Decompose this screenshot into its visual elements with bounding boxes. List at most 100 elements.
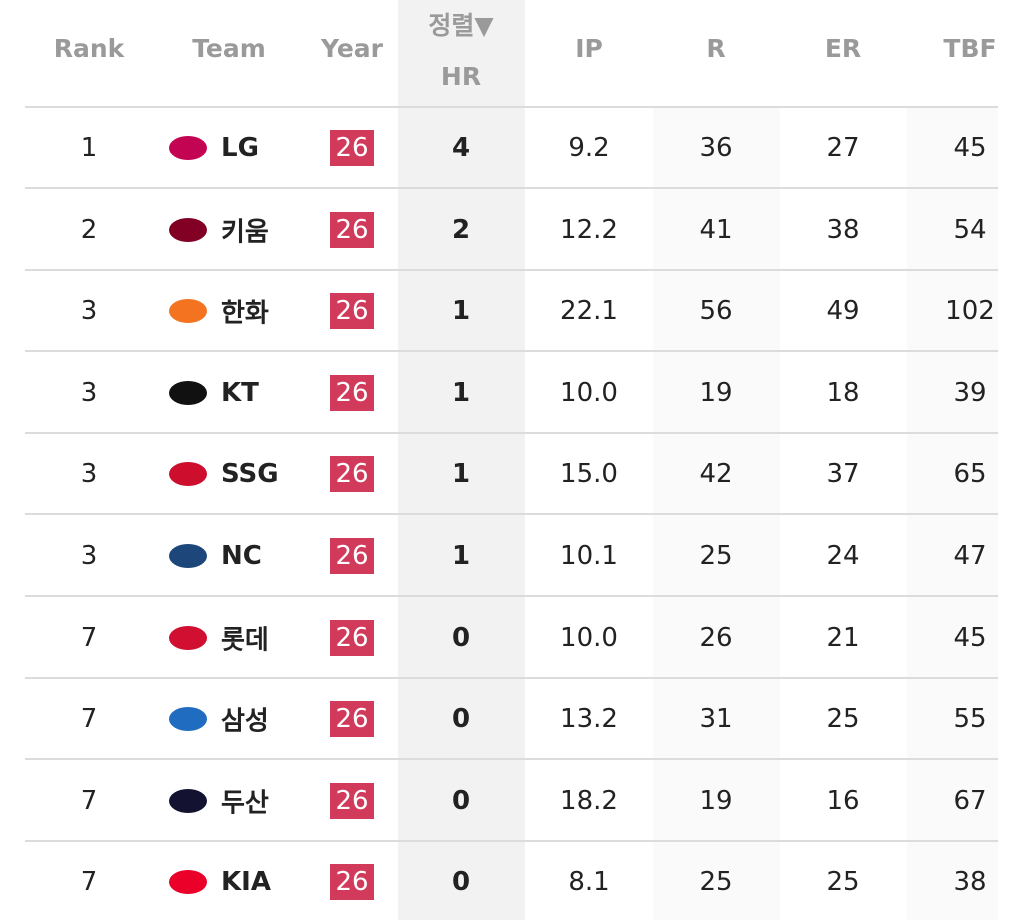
row-divider	[25, 758, 998, 761]
team-logo	[166, 785, 210, 816]
tbf: 45	[953, 622, 987, 653]
team-name: KT	[221, 377, 259, 408]
sorted-column-bg	[398, 0, 525, 920]
r: 56	[699, 296, 733, 327]
hr: 1	[451, 459, 471, 490]
hr: 0	[451, 622, 471, 653]
team-name: 두산	[221, 788, 269, 819]
hr: 1	[451, 377, 471, 408]
team-name: KIA	[221, 867, 271, 898]
team-name: 키움	[221, 217, 269, 248]
tbf: 102	[945, 296, 995, 327]
er: 16	[826, 785, 860, 816]
rank: 7	[80, 785, 98, 816]
rank: 3	[80, 377, 98, 408]
rank: 2	[80, 214, 98, 245]
column-header[interactable]: HR	[440, 62, 482, 91]
column-header: R	[706, 34, 726, 63]
rank: 3	[80, 459, 98, 490]
column-header: Rank	[53, 34, 125, 63]
er: 38	[826, 214, 860, 245]
sort-button[interactable]: 정렬▼	[428, 11, 494, 40]
er: 21	[826, 622, 860, 653]
er: 37	[826, 459, 860, 490]
year-badge: 26	[330, 374, 374, 411]
er: 25	[826, 867, 860, 898]
er: 18	[826, 377, 860, 408]
ip: 22.1	[560, 296, 618, 327]
ip: 9.2	[568, 133, 610, 163]
hr: 4	[451, 133, 471, 163]
team-logo	[166, 622, 210, 653]
row-divider	[25, 676, 998, 679]
row-divider	[25, 431, 998, 434]
ip: 8.1	[568, 867, 610, 898]
tbf: 38	[953, 867, 987, 898]
rank: 7	[80, 704, 98, 735]
hr: 2	[451, 214, 471, 245]
team-name: 삼성	[221, 706, 269, 737]
header-divider	[25, 106, 998, 108]
ip: 10.0	[560, 622, 618, 653]
team-logo	[166, 459, 210, 490]
row-divider	[25, 350, 998, 353]
hr: 1	[451, 541, 471, 571]
tbf: 54	[953, 214, 987, 245]
ip: 12.2	[560, 214, 618, 245]
row-divider	[25, 839, 998, 842]
hr: 0	[451, 867, 471, 898]
year-badge: 26	[330, 130, 374, 166]
team-logo	[166, 704, 210, 735]
r: 31	[699, 704, 733, 735]
year-badge: 26	[330, 782, 374, 819]
er: 27	[826, 133, 860, 163]
column-header: TBF	[943, 34, 997, 63]
year-badge: 26	[330, 701, 374, 738]
rank: 7	[80, 867, 98, 898]
team-name: LG	[221, 133, 259, 163]
column-header: Team	[192, 34, 266, 63]
tbf: 55	[953, 704, 987, 735]
row-divider	[25, 187, 998, 189]
ip: 13.2	[560, 704, 618, 735]
r: 25	[699, 541, 733, 571]
ip: 18.2	[560, 785, 618, 816]
year-badge: 26	[330, 293, 374, 330]
row-divider	[25, 513, 998, 516]
r: 36	[699, 133, 733, 163]
team-logo	[166, 377, 210, 408]
team-name: 한화	[221, 298, 269, 329]
team-logo	[166, 867, 210, 898]
r: 25	[699, 867, 733, 898]
rank: 7	[80, 622, 98, 653]
column-header: ER	[824, 34, 862, 63]
team-logo	[166, 541, 210, 571]
hr: 0	[451, 785, 471, 816]
team-logo	[166, 133, 210, 163]
column-header: Year	[321, 34, 383, 63]
year-badge: 26	[330, 619, 374, 656]
tbf: 65	[953, 459, 987, 490]
tbf: 47	[953, 541, 987, 571]
column-header: IP	[575, 34, 603, 63]
year-badge: 26	[330, 538, 374, 574]
rank: 3	[80, 296, 98, 327]
row-divider	[25, 268, 998, 271]
tbf: 45	[953, 133, 987, 163]
hr: 1	[451, 296, 471, 327]
tbf: 39	[953, 377, 987, 408]
hr: 0	[451, 704, 471, 735]
rank: 3	[80, 541, 98, 571]
r: 26	[699, 622, 733, 653]
year-badge: 26	[330, 456, 374, 493]
year-badge: 26	[330, 864, 374, 901]
team-logo	[166, 214, 210, 245]
rank: 1	[80, 133, 98, 163]
r: 19	[699, 785, 733, 816]
ip: 10.1	[560, 541, 618, 571]
team-name: 롯데	[221, 625, 269, 656]
er: 25	[826, 704, 860, 735]
ip: 10.0	[560, 377, 618, 408]
tbf: 67	[953, 785, 987, 816]
